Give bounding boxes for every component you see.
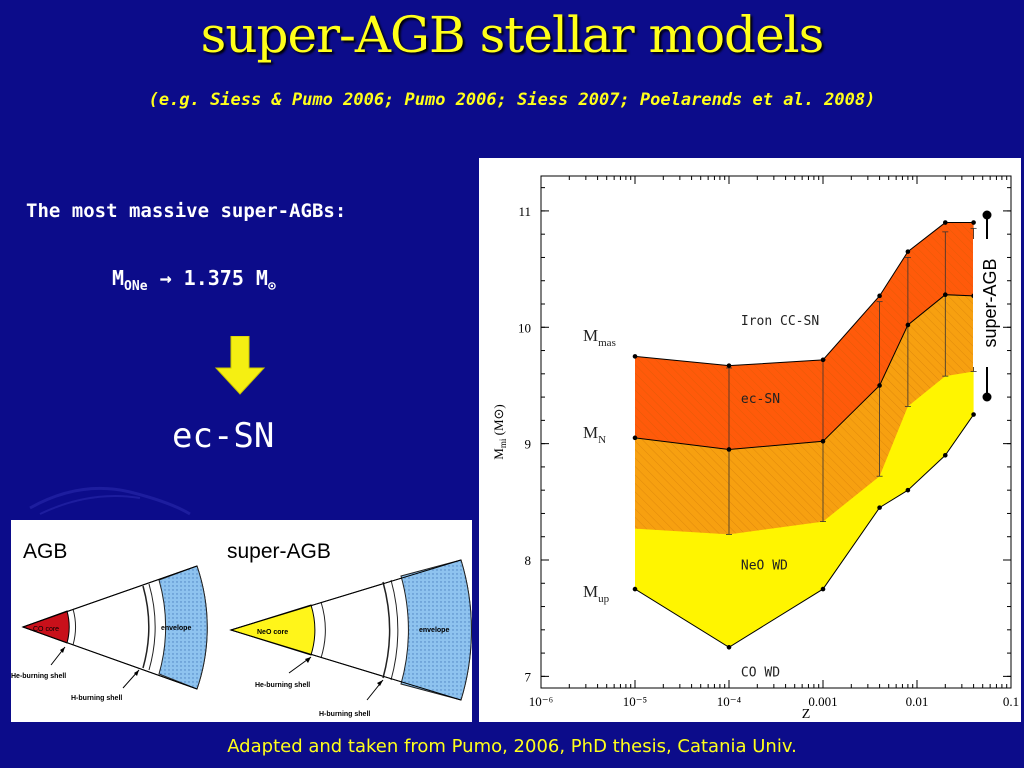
star-structure-schematic: AGB super-AGB CO core envelope He-burnin… bbox=[11, 520, 472, 722]
point-m-mas-6 bbox=[971, 220, 976, 225]
plot-frame bbox=[540, 175, 1012, 689]
x-tick-label-1: 10⁻⁵ bbox=[623, 694, 647, 709]
decorative-swirl bbox=[29, 486, 191, 516]
formula-value: 1.375 M bbox=[183, 266, 268, 290]
y-tick-label-2: 9 bbox=[525, 437, 532, 452]
agb-core-label: CO core bbox=[33, 626, 59, 633]
mass-metallicity-chart: 10⁻⁶ 10⁻⁵ 10⁻⁴ 0.001 0.01 0.1 7 8 9 10 11 Z Mmi (M⊙)… bbox=[491, 175, 1019, 722]
mass-formula: MONe → 1.375 M⊙ bbox=[112, 266, 276, 294]
curve-label-m-n: MN bbox=[583, 423, 606, 446]
plot-panel: 10⁻⁶ 10⁻⁵ 10⁻⁴ 0.001 0.01 0.1 7 8 9 10 11 Z Mmi (M⊙)… bbox=[479, 158, 1021, 722]
super-agb-label: super-AGB bbox=[227, 540, 331, 563]
super-agb-side-label: super-AGB bbox=[980, 258, 1000, 347]
agb-h-shell-label: H-burning shell bbox=[71, 695, 122, 702]
formula-lhs: M bbox=[112, 266, 125, 290]
y-tick-label-0: 7 bbox=[525, 669, 532, 684]
down-arrow-icon bbox=[214, 336, 266, 395]
y-tick-label-4: 11 bbox=[518, 204, 531, 219]
region-label-1: ec-SN bbox=[741, 392, 780, 407]
outcome-text: ec-SN bbox=[172, 416, 275, 456]
point-m-up-5 bbox=[942, 452, 948, 458]
formula-lhs-sub: ONe bbox=[124, 279, 148, 294]
formula-arrow: → bbox=[159, 266, 172, 290]
point-m-up-0 bbox=[632, 586, 638, 592]
y-tick-label-1: 8 bbox=[525, 553, 532, 568]
point-m-n-5 bbox=[942, 292, 948, 297]
sagb-core-label: NeO core bbox=[257, 629, 288, 636]
point-m-mas-1 bbox=[726, 363, 732, 368]
credit-text: Adapted and taken from Pumo, 2006, PhD t… bbox=[227, 736, 797, 757]
x-tick-label-4: 0.01 bbox=[906, 694, 929, 709]
slide-subtitle: (e.g. Siess & Pumo 2006; Pumo 2006; Sies… bbox=[148, 90, 876, 110]
x-tick-label-5: 0.1 bbox=[1003, 694, 1019, 709]
point-m-up-3 bbox=[877, 505, 882, 510]
agb-envelope-label: envelope bbox=[161, 625, 191, 632]
point-m-mas-0 bbox=[632, 354, 638, 359]
agb-he-shell-label: He-burning shell bbox=[11, 673, 66, 680]
point-m-n-3 bbox=[877, 383, 882, 388]
x-tick-label-3: 0.001 bbox=[808, 694, 837, 709]
x-axis-label: Z bbox=[802, 707, 811, 722]
point-m-mas-2 bbox=[820, 357, 826, 363]
y-tick-label-3: 10 bbox=[518, 320, 531, 335]
point-m-n-1 bbox=[726, 447, 732, 452]
sagb-envelope-label: envelope bbox=[419, 627, 449, 634]
point-m-n-2 bbox=[820, 439, 826, 444]
x-tick-label-0: 10⁻⁶ bbox=[529, 694, 553, 709]
point-m-n-4 bbox=[905, 322, 911, 328]
sagb-he-shell-label: He-burning shell bbox=[255, 682, 310, 689]
point-m-mas-3 bbox=[877, 293, 882, 299]
y-axis-label: Mmi (M⊙) bbox=[491, 404, 508, 459]
sagb-h-shell-label: H-burning shell bbox=[319, 711, 370, 718]
point-m-mas-4 bbox=[905, 249, 911, 254]
point-m-up-2 bbox=[820, 586, 826, 592]
curve-label-m-up: Mup bbox=[583, 582, 610, 605]
point-m-up-4 bbox=[905, 487, 911, 493]
intro-text: The most massive super-AGBs: bbox=[26, 200, 347, 222]
point-m-up-6 bbox=[971, 412, 976, 417]
agb-label: AGB bbox=[23, 540, 68, 563]
super-agb-bracket: super-AGB bbox=[973, 210, 1001, 402]
x-tick-label-2: 10⁻⁴ bbox=[717, 694, 742, 709]
formula-sun: ⊙ bbox=[267, 279, 276, 294]
schematic-drawing: CO core envelope He-burning shell H-burn… bbox=[11, 559, 472, 718]
region-label-0: Iron CC-SN bbox=[741, 314, 819, 329]
point-m-n-0 bbox=[632, 435, 638, 441]
curve-label-m-mas: Mmas bbox=[583, 326, 616, 349]
point-m-mas-5 bbox=[942, 220, 948, 225]
point-m-up-1 bbox=[726, 644, 732, 650]
slide-title: super-AGB stellar models bbox=[200, 6, 825, 64]
hatched-uncertainty-region bbox=[635, 222, 974, 535]
region-label-3: CO WD bbox=[741, 665, 780, 680]
region-label-2: NeO WD bbox=[741, 558, 788, 573]
